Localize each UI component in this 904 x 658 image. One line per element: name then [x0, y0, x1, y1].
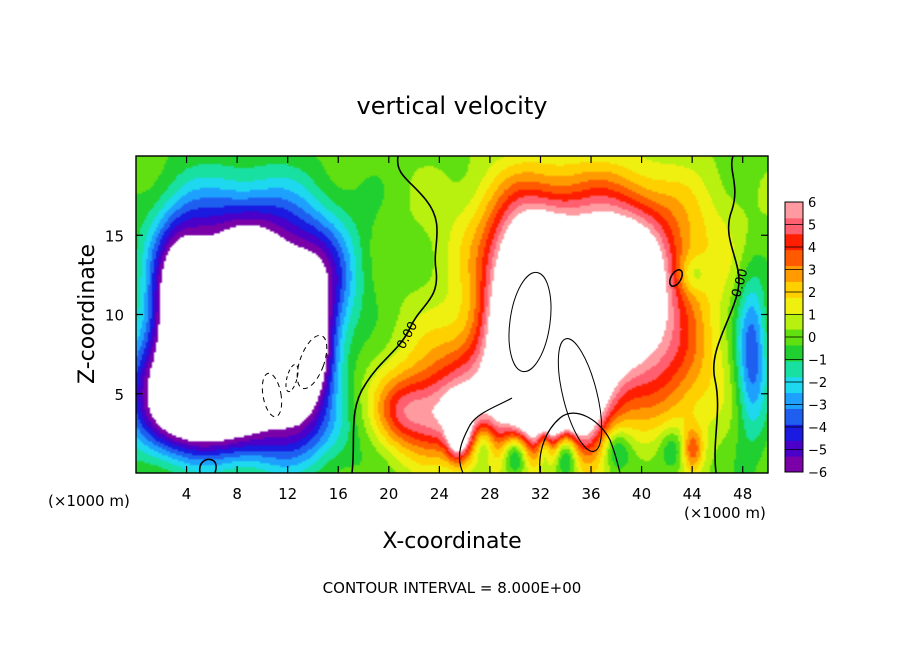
contour-ring-4: [198, 458, 217, 474]
x-tick-label: 44: [683, 485, 702, 503]
zero-contour-ring-2: [539, 412, 621, 474]
colorbar-swatch: [785, 233, 803, 251]
colorbar-swatch: [785, 360, 803, 378]
x-tick-label: 36: [581, 485, 600, 503]
x-tick-label: 8: [232, 485, 242, 503]
chart-title: vertical velocity: [357, 92, 548, 120]
positive-max-contour-1: [508, 271, 552, 373]
y-tick-label: 10: [105, 307, 124, 325]
colorbar-tick-label: −4: [808, 421, 827, 436]
colorbar-swatch: [785, 456, 803, 473]
zero-contour-ring-1: [458, 397, 513, 474]
x-tick-label: 28: [480, 485, 499, 503]
colorbar-swatch: [785, 376, 803, 394]
colorbar-swatch: [785, 440, 803, 457]
colorbar-swatch: [785, 217, 803, 235]
colorbar-tick-label: 5: [808, 219, 816, 234]
colorbar-tick-label: 0: [808, 331, 816, 346]
negative-min-contour-1: [296, 334, 328, 390]
negative-min-contour-2: [261, 372, 283, 418]
negative-min-contour-3: [285, 363, 299, 393]
x-tick-label: 40: [632, 485, 651, 503]
y-tick-label: 15: [105, 227, 124, 245]
x-axis-ticks: 4 8 12 16 20 24 28 32 36 40 44 48: [182, 156, 752, 503]
x-axis-label: X-coordinate: [382, 529, 521, 554]
x-tick-label: 12: [278, 485, 297, 503]
colorbar-swatch: [785, 202, 803, 219]
colorbar-tick-label: 6: [808, 196, 816, 211]
colorbar-tick-label: −3: [808, 399, 827, 414]
y-tick-label: 5: [114, 386, 124, 404]
colorbar-swatch: [785, 297, 803, 314]
y-axis-label: Z-coordinate: [75, 244, 100, 384]
y-axis-ticks: 5 10 15: [105, 227, 768, 404]
x-tick-label: 4: [182, 485, 192, 503]
x-tick-label: 16: [329, 485, 348, 503]
colorbar-tick-label: −1: [808, 354, 827, 369]
colorbar-tick-label: 3: [808, 264, 816, 279]
colorbar-swatch: [785, 424, 803, 441]
contour-ring-3: [669, 269, 683, 287]
colorbar-tick-label: −5: [808, 444, 827, 459]
x-tick-label: 24: [430, 485, 449, 503]
x-unit-left: (×1000 m): [48, 492, 130, 510]
colorbar-swatch: [785, 313, 803, 330]
zero-contour-right: [712, 155, 740, 474]
colorbar-tick-label: −2: [808, 376, 827, 391]
colorbar: 6 5 4 3 2 1 0 −1 −2 −3 −4 −5 −6: [784, 196, 827, 481]
colorbar-swatch: [785, 249, 803, 267]
colorbar-tick-label: 4: [808, 241, 816, 256]
velocity-field: [136, 156, 768, 473]
colorbar-tick-label: −6: [808, 466, 827, 481]
colorbar-tick-label: 2: [808, 286, 816, 301]
colorbar-swatch: [785, 265, 803, 282]
colorbar-tick-label: 1: [808, 309, 816, 324]
x-tick-label: 32: [531, 485, 550, 503]
colorbar-swatch: [785, 392, 803, 409]
contour-interval-note: CONTOUR INTERVAL = 8.000E+00: [323, 579, 582, 597]
colorbar-swatch: [785, 344, 803, 362]
x-tick-label: 20: [379, 485, 398, 503]
x-tick-label: 48: [733, 485, 752, 503]
colorbar-swatch: [785, 408, 803, 425]
positive-max-contour-2: [557, 338, 603, 452]
contour-label-right: 0.00: [729, 267, 751, 299]
x-unit-right: (×1000 m): [684, 504, 766, 522]
colorbar-swatch: [785, 281, 803, 298]
zero-contour-left: [351, 155, 438, 474]
